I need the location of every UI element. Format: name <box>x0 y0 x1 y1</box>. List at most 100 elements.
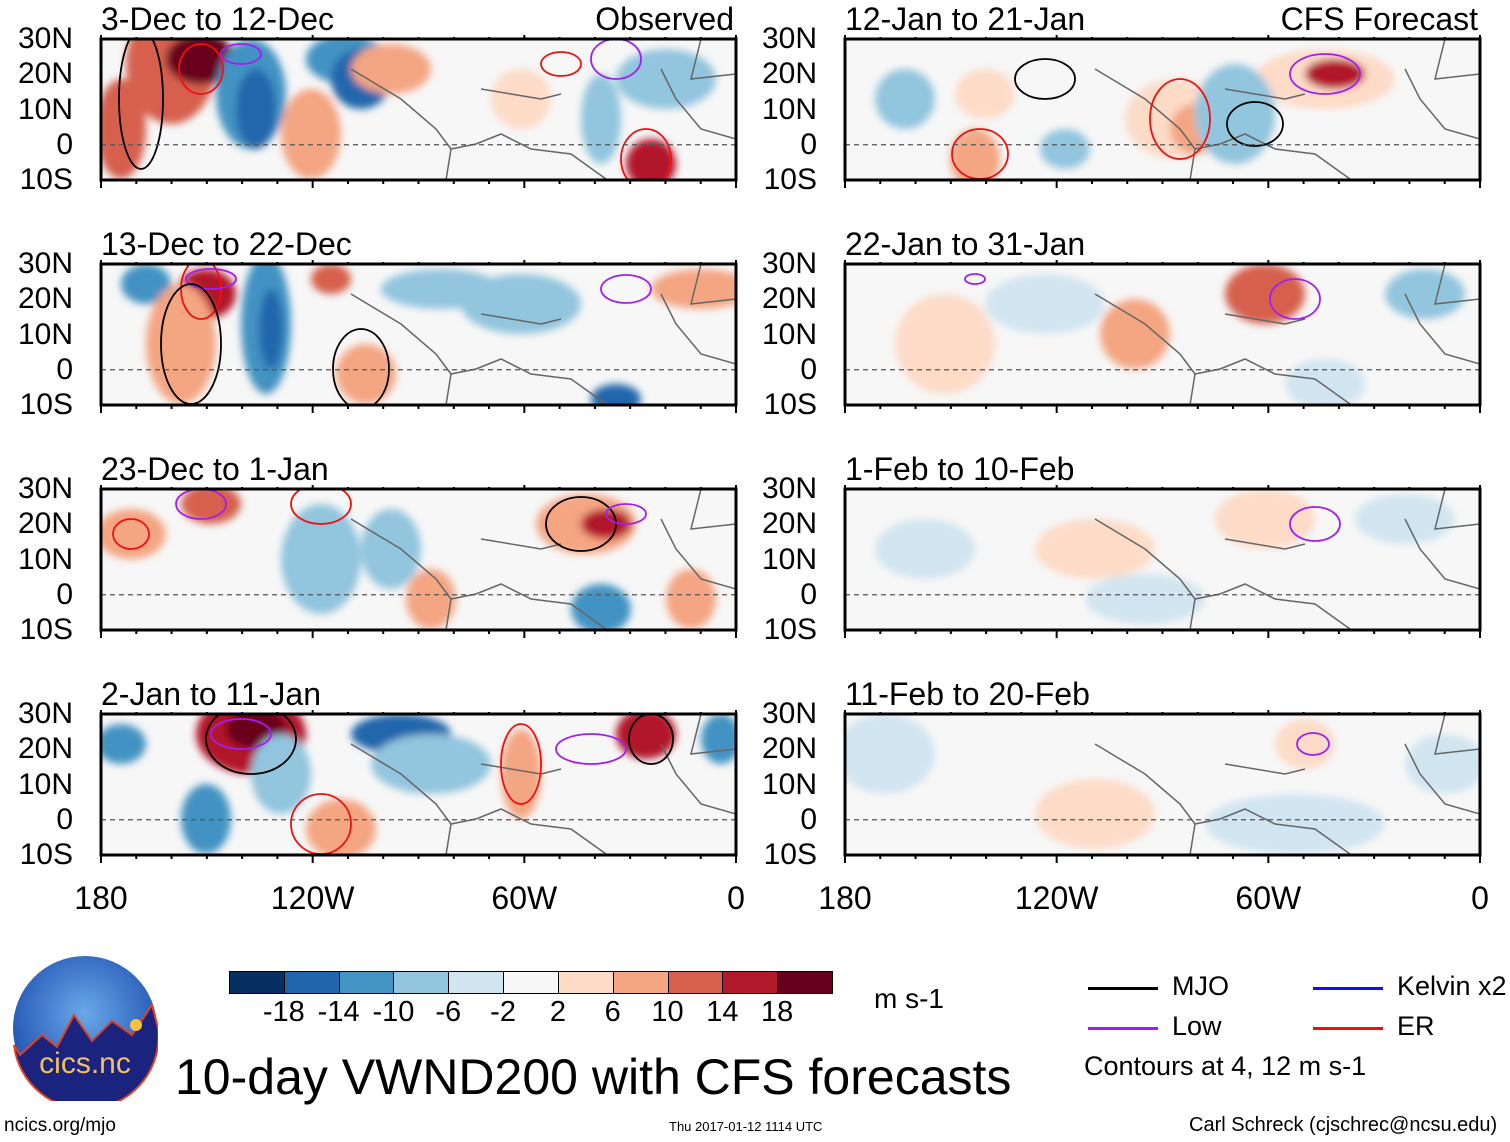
y-tick-label: 0 <box>800 802 817 836</box>
anomaly-shading <box>1215 489 1315 549</box>
anomaly-shading <box>955 69 1015 119</box>
y-tick-label: 30N <box>17 697 73 730</box>
y-tick-label: 10S <box>763 838 817 871</box>
y-tick-label: 30N <box>17 472 73 505</box>
observed-label: Observed <box>595 1 734 37</box>
legend-label: MJO <box>1172 971 1229 1001</box>
anomaly-shading <box>1225 264 1305 324</box>
contour-line <box>1269 278 1321 320</box>
anomaly-shading <box>371 734 491 794</box>
x-tick-label: 180 <box>818 880 872 916</box>
legend-label: Low <box>1172 1011 1222 1041</box>
anomaly-shading <box>666 569 716 629</box>
contour-line <box>332 328 390 405</box>
y-tick-label: 10S <box>763 388 817 421</box>
anomaly-shading <box>1305 59 1365 89</box>
anomaly-shading <box>181 784 231 854</box>
y-tick-label: 0 <box>800 352 817 386</box>
contour-line <box>590 39 642 80</box>
y-tick-label: 0 <box>56 127 73 161</box>
colorbar-label: 2 <box>549 996 566 1028</box>
anomaly-shading <box>251 734 311 814</box>
x-tick-label: 0 <box>727 880 745 916</box>
anomaly-shading <box>845 714 935 794</box>
footer-url[interactable]: ncics.org/mjo <box>4 1115 116 1136</box>
anomaly-shading <box>1085 574 1205 624</box>
map-panel <box>99 35 738 188</box>
contour-line <box>210 718 272 750</box>
colorbar-swatch <box>393 971 450 994</box>
anomaly-shading <box>651 269 736 309</box>
y-tick-label: 10N <box>17 317 73 351</box>
contour-line <box>605 503 647 525</box>
colorbar-label: 18 <box>761 996 794 1028</box>
y-tick-label: 30N <box>761 472 817 505</box>
contour-line <box>1289 506 1341 542</box>
y-tick-label: 20N <box>761 732 817 766</box>
y-tick-label: 10S <box>19 163 73 196</box>
y-tick-label: 20N <box>17 57 73 91</box>
anomaly-shading <box>591 384 641 405</box>
y-tick-label: 10S <box>19 613 73 646</box>
y-tick-label: 10N <box>17 542 73 576</box>
y-tick-label: 10N <box>17 92 73 126</box>
legend-line-er <box>1313 1027 1383 1030</box>
legend-label: Kelvin x2 <box>1397 971 1507 1001</box>
y-tick-label: 10N <box>761 92 817 126</box>
coastline <box>1094 489 1480 630</box>
anomaly-shading <box>281 504 361 614</box>
panel-title: 22-Jan to 31-Jan <box>845 226 1086 262</box>
anomaly-shading <box>121 264 171 304</box>
map-panel <box>843 710 1482 863</box>
contour-line <box>1226 101 1284 147</box>
map-panel <box>843 35 1482 188</box>
y-tick-label: 0 <box>800 127 817 161</box>
contour-line <box>555 733 627 765</box>
anomaly-shading <box>1040 129 1090 169</box>
anomaly-shading <box>406 569 456 629</box>
colorbar-units: m s-1 <box>874 983 944 1014</box>
y-tick-label: 20N <box>761 507 817 541</box>
map-panel <box>99 710 738 863</box>
contour-line <box>620 128 672 180</box>
anomaly-shading <box>146 284 216 404</box>
panel-title: 13-Dec to 22-Dec <box>101 226 352 262</box>
anomaly-shading <box>311 264 351 294</box>
panel-title: 23-Dec to 1-Jan <box>101 451 329 487</box>
anomaly-shading <box>875 69 935 129</box>
legend-line-kelvin <box>1313 987 1383 990</box>
logo-text: cics.nc <box>39 1047 131 1080</box>
colorbar-label: -14 <box>317 996 360 1028</box>
contour-line <box>290 489 352 525</box>
x-tick-label: 0 <box>1471 880 1489 916</box>
legend-line-low <box>1088 1027 1158 1030</box>
x-tick-label: 180 <box>74 880 128 916</box>
anomaly-shading <box>571 584 631 630</box>
anomaly-shading <box>281 89 341 179</box>
contour-note: Contours at 4, 12 m s-1 <box>1084 1051 1367 1081</box>
anomaly-shading <box>950 129 1000 180</box>
y-tick-label: 10S <box>19 838 73 871</box>
contour-line <box>600 274 652 304</box>
colorbar-swatch <box>777 971 833 994</box>
anomaly-shading <box>361 509 421 589</box>
anomaly-shading <box>236 69 276 149</box>
forecast-label: CFS Forecast <box>1280 1 1478 37</box>
anomaly-shading <box>1285 359 1365 405</box>
panel-title: 12-Jan to 21-Jan <box>845 1 1086 37</box>
legend-label: ER <box>1397 1011 1435 1041</box>
map-panel <box>99 485 738 638</box>
panel-title: 3-Dec to 12-Dec <box>101 1 334 37</box>
anomaly-shading <box>1100 299 1170 369</box>
y-tick-label: 20N <box>761 57 817 91</box>
contour-line <box>118 39 164 170</box>
contour-line <box>185 268 237 290</box>
x-tick-label: 60W <box>491 880 558 916</box>
panel-title: 2-Jan to 11-Jan <box>101 676 321 712</box>
colorbar-swatch <box>612 971 669 994</box>
colorbar-swatch <box>283 971 340 994</box>
coastline <box>1094 39 1480 180</box>
anomaly-shading <box>1035 779 1155 849</box>
y-tick-label: 30N <box>761 22 817 55</box>
